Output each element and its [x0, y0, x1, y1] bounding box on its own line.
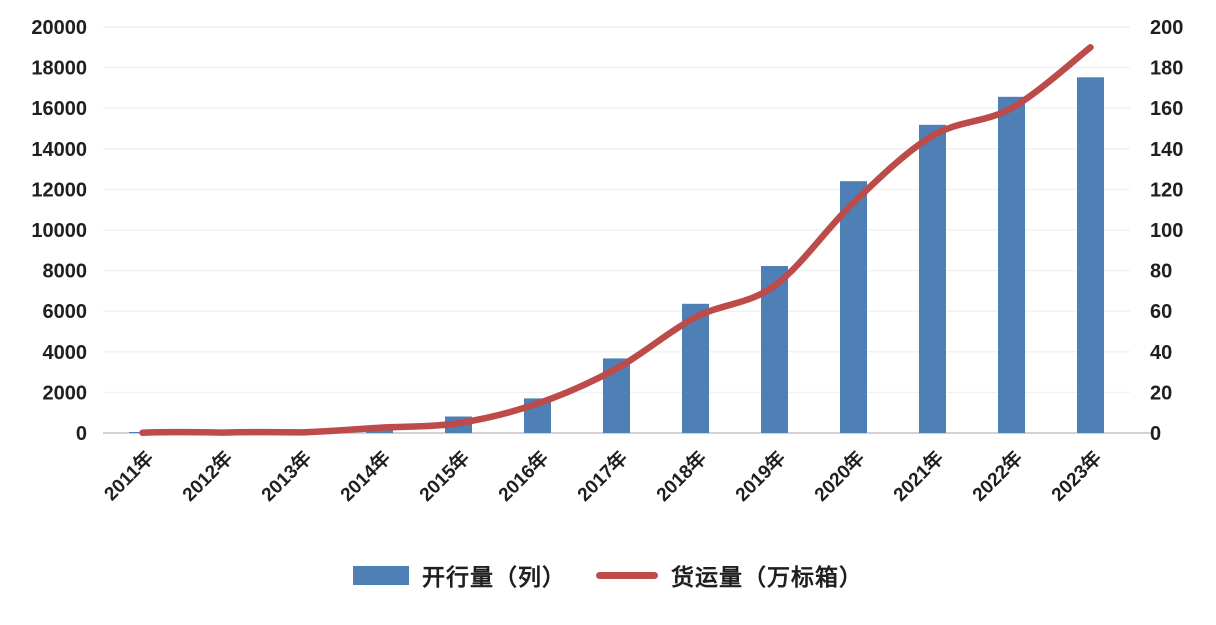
- y-axis-tick-label-right: 40: [1150, 342, 1172, 364]
- bar: [840, 181, 867, 433]
- y-axis-tick-label-right: 60: [1150, 301, 1172, 323]
- x-axis-tick-label: 2021年: [888, 446, 948, 506]
- legend-label-freight: 货运量（万标箱）: [671, 564, 863, 590]
- x-axis-tick-label: 2013年: [256, 446, 316, 506]
- y-axis-tick-label-left: 4000: [43, 342, 88, 364]
- x-axis-tick-label: 2012年: [177, 446, 237, 506]
- x-axis-tick-label: 2014年: [335, 446, 395, 506]
- y-axis-tick-label-left: 8000: [43, 261, 88, 283]
- y-axis-tick-label-left: 12000: [31, 179, 87, 201]
- bar: [998, 96, 1025, 434]
- y-axis-tick-label-right: 100: [1150, 220, 1183, 242]
- y-axis-tick-label-left: 10000: [31, 220, 87, 242]
- x-axis-tick-label: 2016年: [493, 446, 553, 506]
- x-axis-tick-label: 2015年: [414, 446, 474, 506]
- y-axis-tick-label-left: 18000: [31, 58, 87, 80]
- x-axis-tick-label: 2020年: [809, 446, 869, 506]
- x-axis-tick-label: 2022年: [967, 446, 1027, 506]
- legend-item-freight: 货运量（万标箱）: [596, 558, 863, 592]
- y-axis-tick-label-right: 160: [1150, 98, 1183, 120]
- y-axis-tick-label-right: 20: [1150, 382, 1172, 404]
- y-axis-tick-label-right: 0: [1150, 423, 1161, 445]
- y-axis-tick-label-left: 16000: [31, 98, 87, 120]
- freight-line: [139, 44, 1094, 437]
- y-axis-tick-label-right: 180: [1150, 58, 1183, 80]
- y-axis-tick-label-left: 6000: [43, 301, 88, 323]
- x-axis-tick-label: 2011年: [99, 446, 158, 505]
- y-axis-tick-label-left: 14000: [31, 139, 87, 161]
- x-axis-tick-label: 2019年: [730, 446, 790, 506]
- line-series-swatch-icon: [596, 571, 658, 579]
- y-axis-tick-label-left: 20000: [31, 17, 87, 39]
- x-axis-tick-label: 2017年: [572, 446, 632, 506]
- legend-item-trains: 开行量（列）: [353, 558, 566, 592]
- bar: [1077, 77, 1104, 434]
- bar: [919, 124, 946, 434]
- chart-legend: 开行量（列） 货运量（万标箱）: [0, 558, 1216, 592]
- y-axis-tick-label-right: 200: [1150, 17, 1183, 39]
- y-axis-tick-label-right: 140: [1150, 139, 1183, 161]
- y-axis-tick-label-left: 0: [76, 423, 87, 445]
- bar-series-swatch-icon: [353, 565, 409, 585]
- legend-label-trains: 开行量（列）: [422, 564, 566, 590]
- x-axis-tick-label: 2023年: [1046, 446, 1106, 506]
- y-axis-tick-label-right: 120: [1150, 179, 1183, 201]
- y-axis-tick-label-right: 80: [1150, 261, 1172, 283]
- y-axis-tick-label-left: 2000: [43, 382, 88, 404]
- x-axis-tick-label: 2018年: [651, 446, 711, 506]
